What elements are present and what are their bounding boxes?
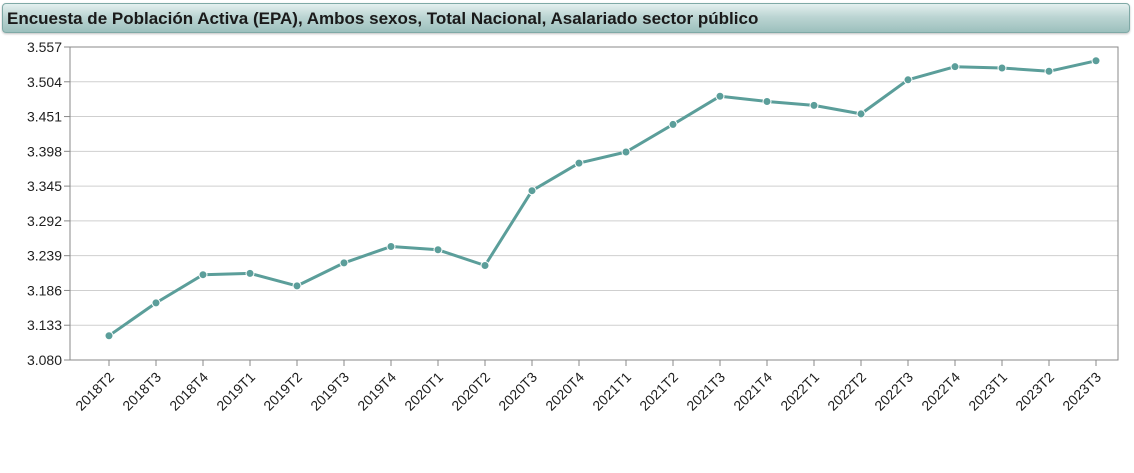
data-point[interactable] <box>386 241 396 251</box>
data-point[interactable] <box>574 158 584 168</box>
x-tick-label: 2023T3 <box>1059 369 1104 414</box>
y-tick-label: 3.186 <box>27 282 62 298</box>
data-point[interactable] <box>856 109 866 119</box>
series-line <box>107 59 1098 338</box>
x-tick-label: 2022T1 <box>777 369 822 414</box>
x-tick-label: 2021T1 <box>589 369 634 414</box>
y-axis-ticks: 3.557 3.504 3.451 3.398 3.345 3.292 3.239 3.186… <box>27 39 70 368</box>
x-tick-label: 2019T1 <box>213 369 258 414</box>
chart-title-bar: Encuesta de Población Activa (EPA), Ambo… <box>2 3 1130 33</box>
data-point[interactable] <box>480 261 490 271</box>
x-tick-label: 2022T3 <box>871 369 916 414</box>
data-point[interactable] <box>950 62 960 72</box>
data-point[interactable] <box>151 298 161 308</box>
x-tick-label: 2023T1 <box>965 369 1010 414</box>
x-tick-label: 2021T2 <box>636 369 681 414</box>
chart-title: Encuesta de Población Activa (EPA), Ambo… <box>7 9 759 28</box>
data-point[interactable] <box>762 96 772 106</box>
y-tick-label: 3.504 <box>27 74 62 90</box>
plot-border <box>69 46 1119 361</box>
x-tick-label: 2021T3 <box>683 369 728 414</box>
data-point[interactable] <box>339 258 349 268</box>
y-tick-label: 3.292 <box>27 213 62 229</box>
y-tick-label: 3.080 <box>27 352 62 368</box>
data-point[interactable] <box>527 186 537 196</box>
data-point[interactable] <box>245 268 255 278</box>
x-tick-label: 2022T2 <box>824 369 869 414</box>
y-tick-label: 3.239 <box>27 248 62 264</box>
data-point[interactable] <box>668 119 678 129</box>
x-tick-label: 2020T3 <box>495 369 540 414</box>
x-tick-label: 2019T4 <box>354 369 399 414</box>
plot-frame <box>69 46 1119 361</box>
x-tick-label: 2019T2 <box>260 369 305 414</box>
y-tick-label: 3.133 <box>27 317 62 333</box>
x-tick-label: 2020T1 <box>401 369 446 414</box>
data-point[interactable] <box>292 281 302 291</box>
data-point[interactable] <box>1044 66 1054 76</box>
x-tick-label: 2021T4 <box>730 369 775 414</box>
data-point[interactable] <box>104 331 114 341</box>
y-tick-label: 3.451 <box>27 109 62 125</box>
x-tick-label: 2020T4 <box>542 369 587 414</box>
data-point[interactable] <box>809 100 819 110</box>
x-tick-label: 2022T4 <box>918 369 963 414</box>
gridlines <box>70 46 1118 361</box>
series-group <box>104 56 1101 341</box>
x-tick-label: 2019T3 <box>307 369 352 414</box>
data-point[interactable] <box>433 245 443 255</box>
data-point[interactable] <box>997 63 1007 73</box>
x-tick-label: 2018T3 <box>119 369 164 414</box>
data-point[interactable] <box>198 270 208 280</box>
y-tick-label: 3.345 <box>27 178 62 194</box>
data-point[interactable] <box>621 147 631 157</box>
x-axis-ticks: 2018T2 2018T3 2018T4 2019T1 2019T2 2019T3 2019… <box>72 360 1104 414</box>
x-tick-label: 2018T2 <box>72 369 117 414</box>
data-point[interactable] <box>903 75 913 85</box>
x-tick-label: 2023T2 <box>1012 369 1057 414</box>
data-point[interactable] <box>715 91 725 101</box>
y-tick-label: 3.557 <box>27 39 62 55</box>
x-tick-label: 2020T2 <box>448 369 493 414</box>
y-tick-label: 3.398 <box>27 143 62 159</box>
data-point[interactable] <box>1091 56 1101 66</box>
x-tick-label: 2018T4 <box>166 369 211 414</box>
